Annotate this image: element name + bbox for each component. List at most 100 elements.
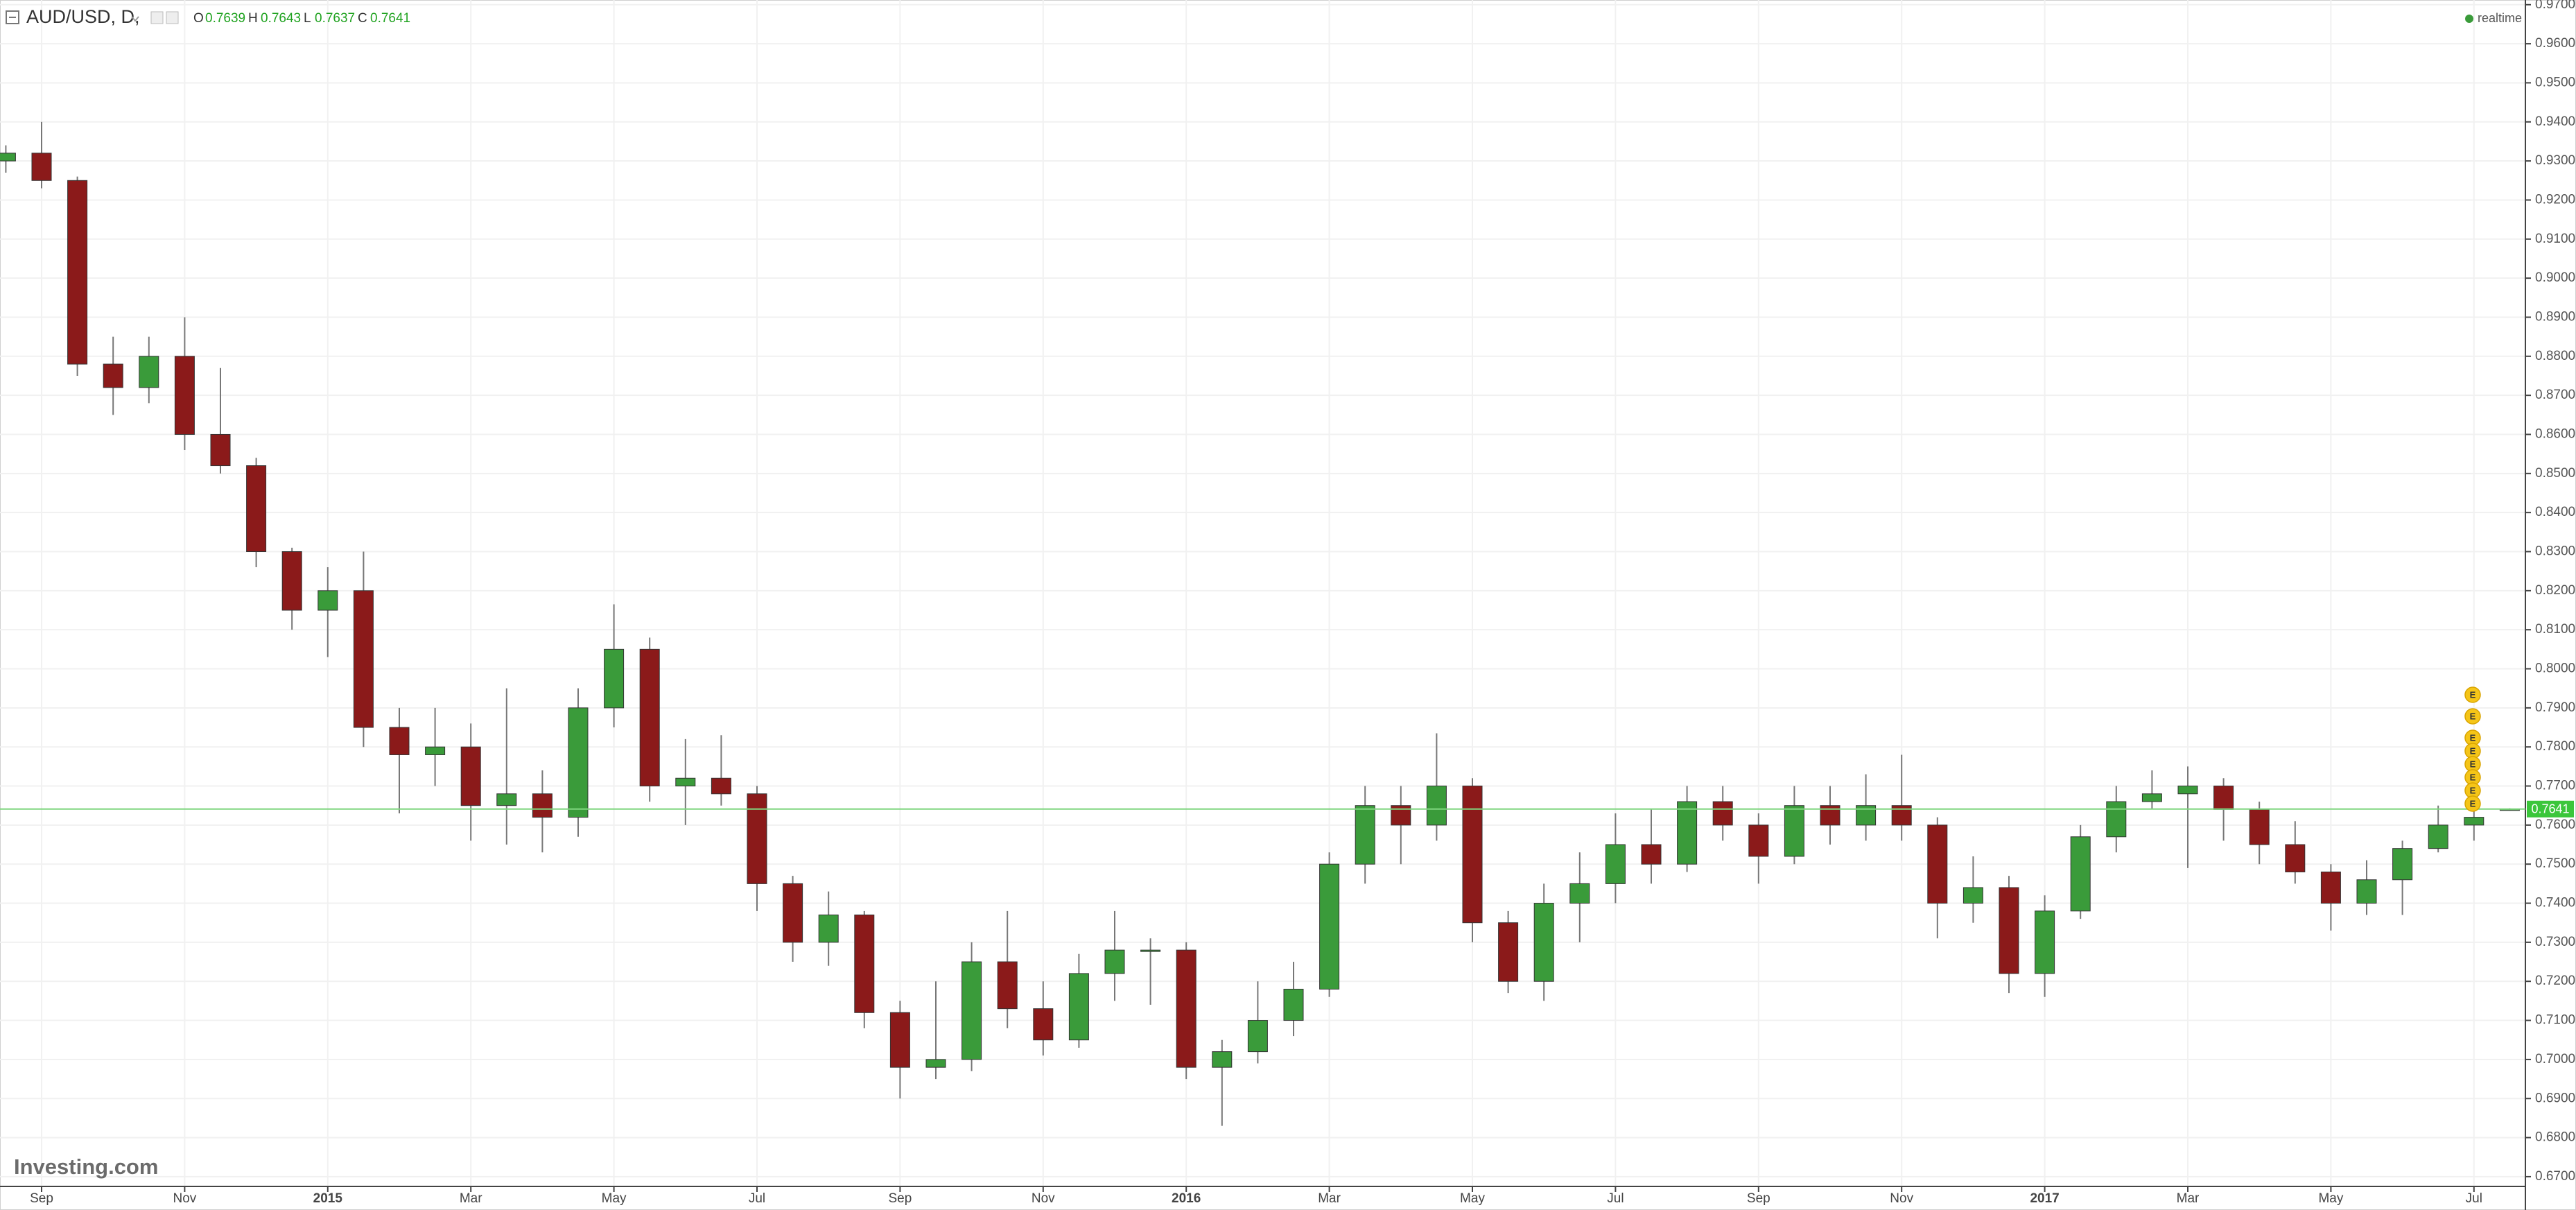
candle-body [1999, 887, 2019, 974]
y-tick-label: 0.9600 [2535, 36, 2575, 51]
candle-body [1784, 805, 1804, 857]
candle-body [1533, 903, 1554, 982]
y-tick-label: 0.6800 [2535, 1130, 2575, 1145]
event-marker[interactable] [2464, 795, 2481, 812]
candle-body [854, 914, 875, 1013]
candle-body [1176, 949, 1196, 1068]
y-tick-label: 0.7000 [2535, 1052, 2575, 1066]
candle-body [103, 363, 123, 388]
y-tick-label: 0.9700 [2535, 0, 2575, 12]
candle-body [1283, 988, 1304, 1021]
event-marker-label: E [2470, 785, 2476, 795]
settings-icon[interactable] [150, 11, 164, 24]
candle-body [2356, 879, 2377, 904]
candle-body [210, 433, 231, 467]
ohlc-value: 0.7643 [261, 11, 301, 26]
candle-body [353, 590, 374, 728]
y-tick-label: 0.8100 [2535, 622, 2575, 637]
candle-body [281, 551, 302, 611]
close-icon[interactable] [166, 11, 179, 24]
candle-body [31, 153, 52, 181]
candle-body [246, 465, 267, 552]
y-tick-label: 0.7900 [2535, 700, 2575, 715]
x-tick-label: Nov [1890, 1191, 1913, 1206]
y-tick-label: 0.7200 [2535, 974, 2575, 988]
x-tick-label: May [1460, 1191, 1485, 1206]
candle-body [1247, 1020, 1268, 1053]
y-tick-label: 0.6700 [2535, 1169, 2575, 1184]
event-marker[interactable] [2464, 686, 2481, 703]
x-tick-label: Nov [1032, 1191, 1055, 1206]
candle-body [1605, 844, 1626, 884]
y-tick-label: 0.7600 [2535, 818, 2575, 832]
candle-body [1748, 824, 1769, 857]
candle-body [2070, 836, 2091, 912]
chart-title: AUD/USD, D, [26, 6, 140, 27]
candle-body [1927, 824, 1948, 904]
candle-body [2177, 786, 2198, 795]
candle-body [67, 180, 88, 365]
x-tick-label: Sep [888, 1191, 912, 1206]
candle-body [1212, 1051, 1233, 1068]
candle-body [2106, 801, 2127, 838]
status-label: realtime [2478, 11, 2522, 25]
y-tick-label: 0.8400 [2535, 505, 2575, 519]
x-tick-label: Nov [173, 1191, 197, 1206]
ohlc-value: 0.7641 [370, 11, 410, 26]
candle-body [1498, 922, 1519, 982]
dropdown-icon[interactable] [131, 16, 139, 22]
candle-body [2213, 786, 2234, 810]
candle-body [997, 961, 1018, 1010]
ohlc-label: H [248, 11, 258, 26]
y-tick-label: 0.7500 [2535, 856, 2575, 871]
y-tick-label: 0.8000 [2535, 662, 2575, 676]
collapse-icon[interactable] [6, 10, 19, 24]
header: AUD/USD, D, O 0.7639 H 0.7643 L 0.7637 C… [6, 6, 2522, 27]
candle-body [1462, 786, 1483, 924]
candle-body [2320, 871, 2341, 904]
y-tick-label: 0.9200 [2535, 192, 2575, 207]
status-dot [2465, 15, 2473, 23]
candle-body [174, 356, 195, 435]
y-tick-label: 0.8700 [2535, 388, 2575, 402]
candle-body [0, 153, 16, 162]
x-tick-label: Mar [2177, 1191, 2200, 1206]
candle-body [818, 914, 839, 943]
y-tick-label: 0.8800 [2535, 349, 2575, 363]
y-tick-label: 0.9100 [2535, 232, 2575, 246]
y-tick-label: 0.7700 [2535, 779, 2575, 793]
event-marker-label: E [2470, 798, 2476, 809]
candle-body [2392, 848, 2413, 881]
candle-body [425, 746, 446, 755]
y-tick-label: 0.7300 [2535, 935, 2575, 949]
y-tick-label: 0.7400 [2535, 896, 2575, 910]
y-tick-label: 0.9400 [2535, 114, 2575, 129]
candle-body [568, 707, 589, 818]
candle-body [1426, 786, 1447, 826]
candle-body [2249, 809, 2270, 845]
x-tick-label: 2017 [2030, 1191, 2059, 1206]
event-marker-label: E [2470, 732, 2476, 743]
x-tick-label: 2015 [313, 1191, 343, 1206]
y-tick-label: 0.8900 [2535, 309, 2575, 324]
candle-body [317, 590, 338, 611]
candle-body [925, 1059, 946, 1068]
y-tick-label: 0.7100 [2535, 1013, 2575, 1028]
ohlc-label: O [193, 11, 204, 26]
y-tick-label: 0.8200 [2535, 583, 2575, 598]
candle-body [2428, 824, 2448, 849]
candle-body [1963, 887, 1983, 904]
candle-body [1319, 863, 1340, 989]
event-marker-label: E [2470, 689, 2476, 700]
event-marker[interactable] [2464, 708, 2481, 725]
candle-body [496, 793, 517, 806]
candle-body [604, 648, 625, 709]
candle-body [1712, 801, 1733, 826]
candle-body [1140, 949, 1161, 952]
candle-body [675, 777, 696, 787]
price-label-box [2527, 800, 2574, 818]
y-tick-label: 0.8500 [2535, 466, 2575, 481]
candle-body [2035, 910, 2055, 974]
